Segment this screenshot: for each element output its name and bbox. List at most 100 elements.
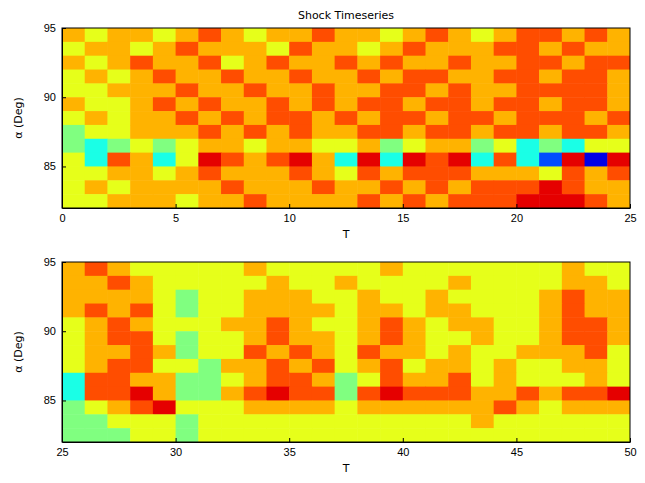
heat-cell [403, 373, 426, 387]
heat-cell [335, 290, 358, 304]
heat-cell [266, 345, 289, 359]
heat-cell [198, 166, 221, 180]
heat-cell [312, 359, 335, 373]
heat-cell [357, 166, 380, 180]
heat-cell [312, 111, 335, 125]
heat-cell [471, 345, 494, 359]
heat-cell [357, 414, 380, 428]
heat-cell [176, 331, 199, 345]
heat-cell [176, 166, 199, 180]
heat-cell [607, 56, 630, 70]
heat-cell [312, 414, 335, 428]
heat-cell [221, 83, 244, 97]
heat-cell [426, 276, 449, 290]
heat-cell [448, 373, 471, 387]
heat-cell [62, 42, 85, 56]
heat-cell [357, 97, 380, 111]
y-tick: 90 [44, 91, 66, 103]
heat-cell [153, 387, 176, 401]
heat-cell [312, 97, 335, 111]
heat-cell [585, 83, 608, 97]
heat-cell [289, 70, 312, 84]
heat-cell [130, 42, 153, 56]
x-tick-label: 45 [511, 446, 523, 458]
heat-cell [426, 166, 449, 180]
heat-cell [130, 428, 153, 442]
heat-cell [562, 194, 585, 208]
heat-cell [198, 125, 221, 139]
heat-cell [153, 276, 176, 290]
heat-cell [289, 42, 312, 56]
heat-cell [539, 125, 562, 139]
heat-cell [335, 42, 358, 56]
heat-cell [585, 42, 608, 56]
chart: 0510152025859095Tα (Deg)Shock Timeseries… [0, 0, 645, 483]
heat-cell [607, 345, 630, 359]
y-tick-mark [62, 28, 66, 29]
heat-cell [607, 290, 630, 304]
heat-cell [266, 139, 289, 153]
heat-cell [607, 139, 630, 153]
heat-cell [289, 139, 312, 153]
heat-cell [494, 345, 517, 359]
heat-cell [471, 290, 494, 304]
heat-cell [380, 28, 403, 42]
heat-cell [380, 180, 403, 194]
heat-cell [426, 428, 449, 442]
heat-cell [221, 373, 244, 387]
heat-cell [266, 290, 289, 304]
heat-cell [107, 194, 130, 208]
heat-cell [289, 387, 312, 401]
heat-cell [494, 331, 517, 345]
heat-cell [335, 180, 358, 194]
heat-cell [471, 317, 494, 331]
heat-cell [312, 373, 335, 387]
heat-cell [62, 359, 85, 373]
heat-cell [244, 83, 267, 97]
x-tick: 5 [173, 204, 179, 224]
heat-cell [607, 83, 630, 97]
heat-cell [607, 400, 630, 414]
heat-cell [516, 111, 539, 125]
heat-cell [85, 70, 108, 84]
heat-cell [471, 97, 494, 111]
heat-cell [403, 111, 426, 125]
heat-cell [426, 42, 449, 56]
heat-cell [153, 83, 176, 97]
heat-cell [153, 359, 176, 373]
heat-cell [107, 317, 130, 331]
heat-cell [585, 111, 608, 125]
heat-cell [176, 180, 199, 194]
heat-cell [357, 345, 380, 359]
heat-cell [562, 428, 585, 442]
heat-cell [289, 317, 312, 331]
heat-cell [130, 387, 153, 401]
heat-cell [176, 373, 199, 387]
heat-cell [357, 331, 380, 345]
heat-cell [403, 428, 426, 442]
heat-cell [244, 70, 267, 84]
heat-cell [562, 373, 585, 387]
heat-cell [562, 28, 585, 42]
heat-cell [403, 290, 426, 304]
heat-cell [448, 28, 471, 42]
heat-cell [244, 97, 267, 111]
x-tick-mark [289, 204, 290, 208]
heat-cell [380, 359, 403, 373]
x-tick: 30 [170, 438, 182, 458]
heat-cell [221, 125, 244, 139]
heat-cell [426, 125, 449, 139]
heat-cell [62, 194, 85, 208]
heat-cell [494, 125, 517, 139]
heat-cell [62, 56, 85, 70]
heat-cell [153, 373, 176, 387]
heat-cell [539, 180, 562, 194]
heat-cell [471, 359, 494, 373]
heat-cell [448, 331, 471, 345]
heat-cell [198, 83, 221, 97]
heat-cell [85, 56, 108, 70]
heat-cell [357, 180, 380, 194]
heat-cell [266, 70, 289, 84]
heat-cell [380, 262, 403, 276]
heat-cell [130, 139, 153, 153]
